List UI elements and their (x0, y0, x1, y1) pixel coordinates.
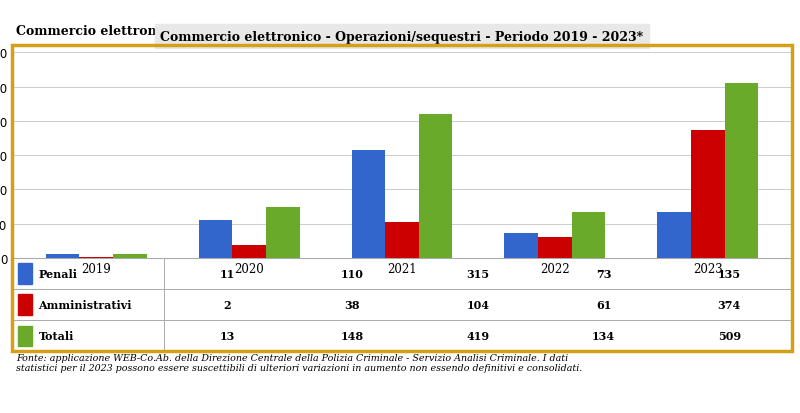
Bar (113, 254, 146, 259)
Text: 73: 73 (596, 268, 611, 280)
Text: 135: 135 (718, 268, 741, 280)
Text: 374: 374 (718, 299, 741, 311)
Bar (46, 255, 79, 259)
Text: 13: 13 (219, 330, 234, 342)
Text: 38: 38 (345, 299, 360, 311)
Text: 11: 11 (219, 268, 234, 280)
Text: Fonte: applicazione WEB-Co.Ab. della Direzione Centrale della Polizia Criminale : Fonte: applicazione WEB-Co.Ab. della Dir… (16, 353, 582, 372)
Text: 110: 110 (341, 268, 364, 280)
Text: Penali: Penali (38, 268, 78, 280)
Text: Amministrativi: Amministrativi (38, 299, 132, 311)
Bar (232, 245, 266, 259)
Text: 419: 419 (466, 330, 490, 342)
Bar (505, 233, 538, 259)
Text: 104: 104 (466, 299, 490, 311)
Bar (419, 115, 453, 259)
Bar (18, 326, 32, 346)
Text: Commercio elettronico – Operazioni e sequestri - Periodo 1.1.2019- 31.12.2023.: Commercio elettronico – Operazioni e seq… (16, 25, 575, 38)
Text: Totali: Totali (38, 330, 74, 342)
Bar (658, 212, 691, 259)
Bar (266, 208, 299, 259)
Bar (351, 151, 385, 259)
Text: 148: 148 (341, 330, 364, 342)
Bar (385, 223, 419, 259)
Title: Commercio elettronico - Operazioni/sequestri - Periodo 2019 - 2023*: Commercio elettronico - Operazioni/seque… (161, 31, 643, 44)
Bar (18, 295, 32, 315)
Bar (18, 264, 32, 284)
Bar (79, 258, 113, 259)
Bar (198, 221, 232, 259)
Bar (572, 213, 606, 259)
Bar (538, 237, 572, 259)
Text: 509: 509 (718, 330, 741, 342)
Text: 315: 315 (466, 268, 490, 280)
Text: 61: 61 (596, 299, 611, 311)
Bar (691, 131, 725, 259)
Text: 134: 134 (592, 330, 615, 342)
Bar (725, 84, 758, 259)
Text: 2: 2 (223, 299, 230, 311)
